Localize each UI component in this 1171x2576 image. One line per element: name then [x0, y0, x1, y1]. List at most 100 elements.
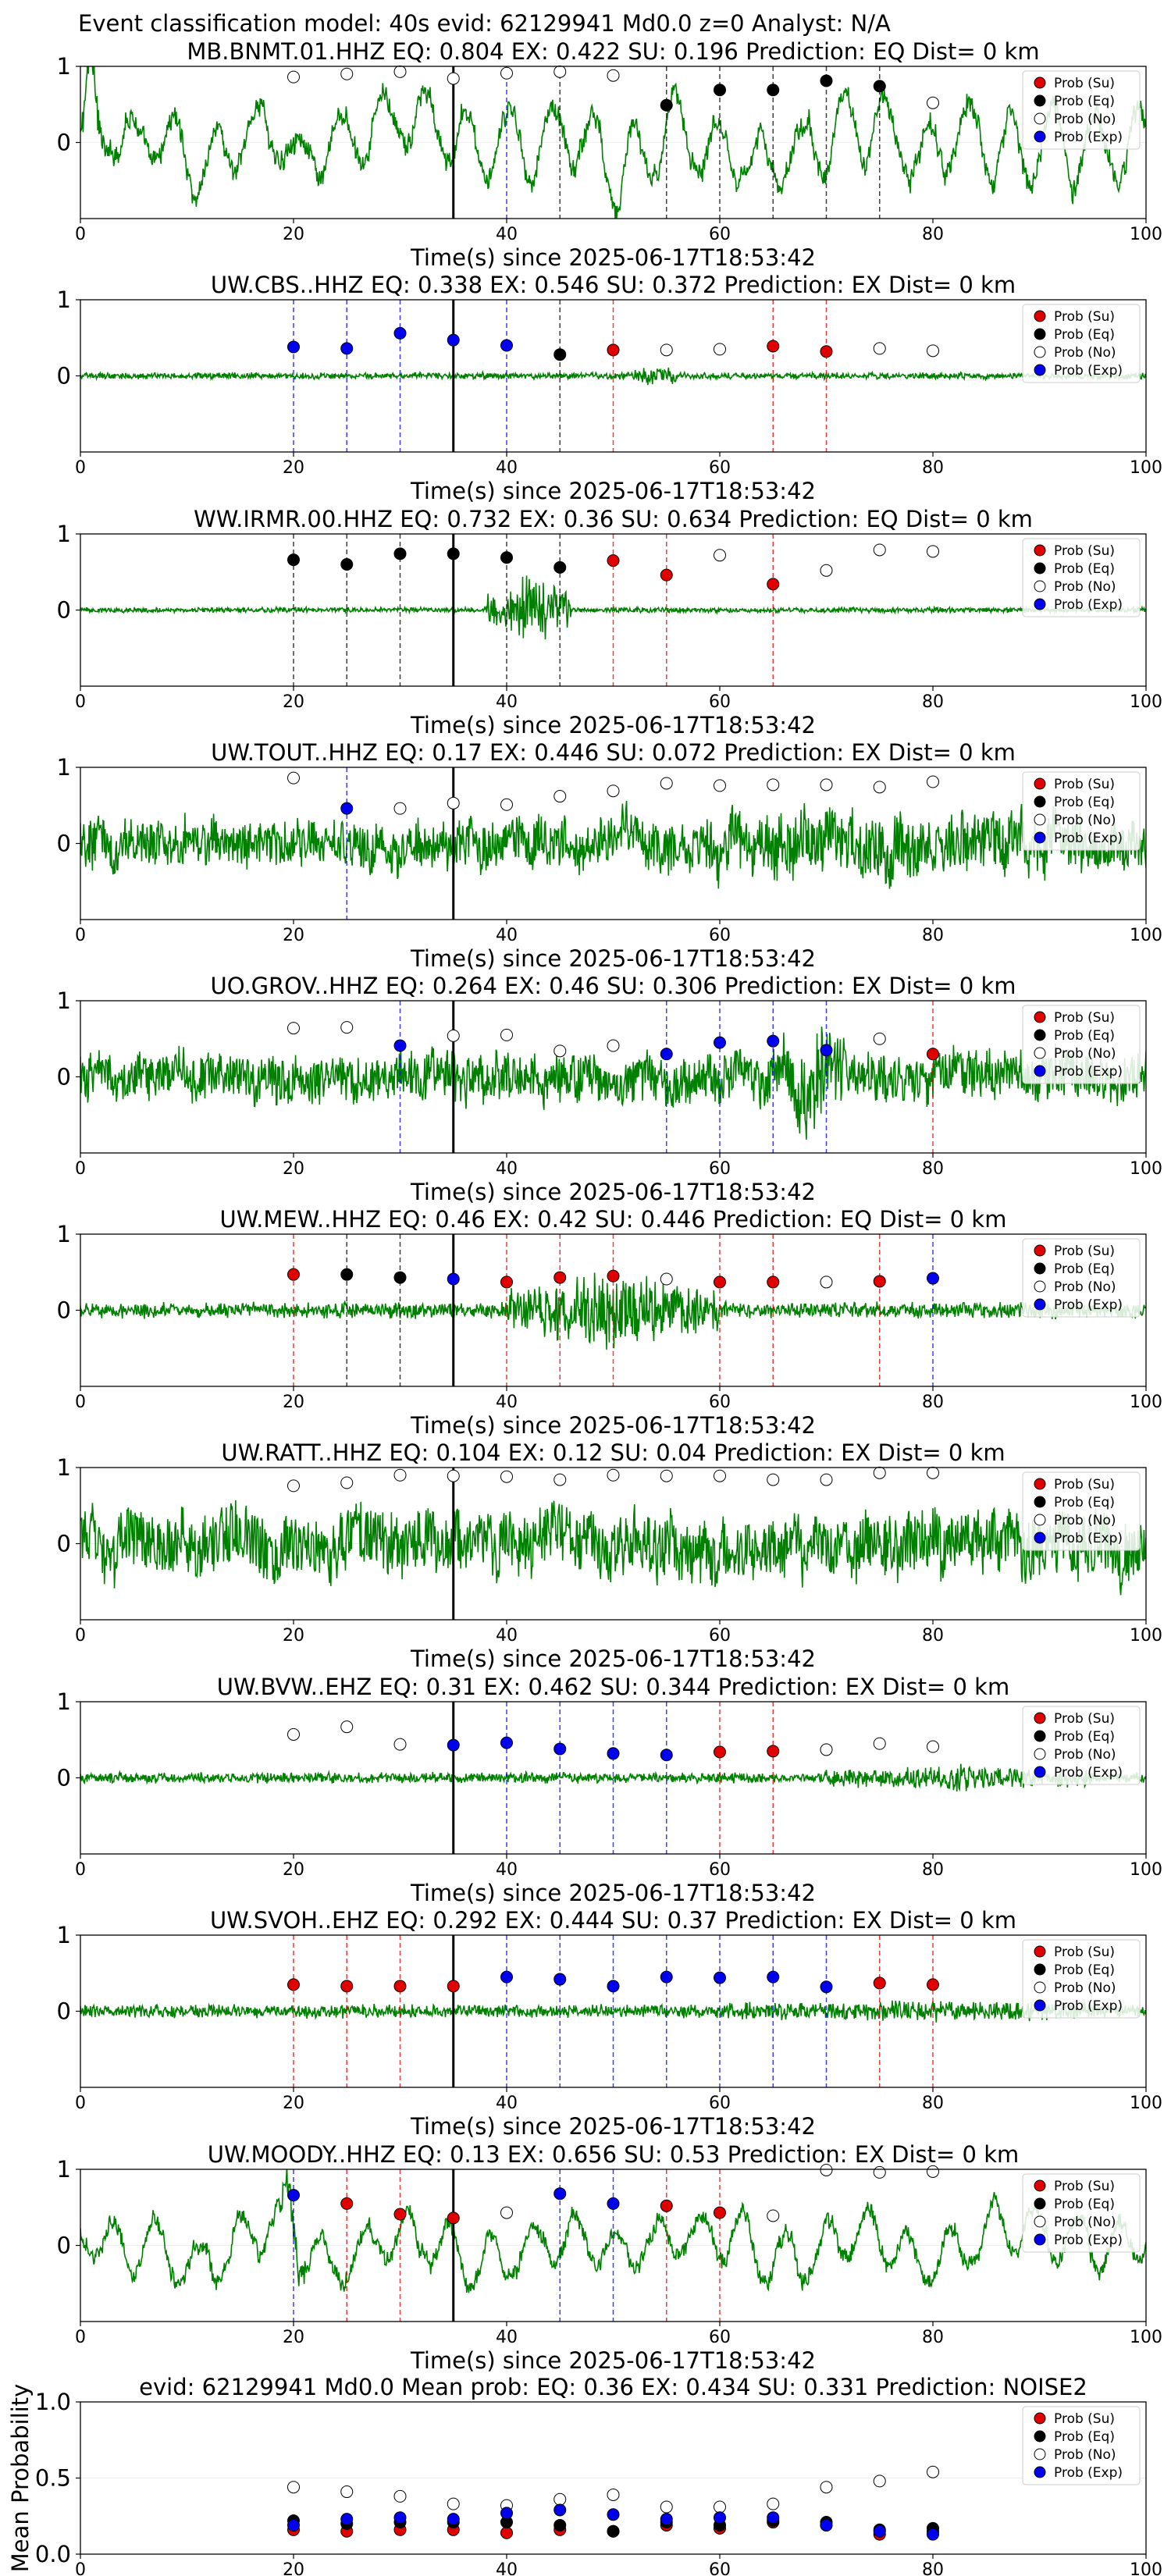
prob-point-no — [607, 1039, 620, 1052]
legend-label: Prob (No) — [1054, 1046, 1116, 1062]
x-tick-label: 40 — [496, 1393, 518, 1412]
legend-marker-eq — [1034, 1496, 1046, 1508]
x-tick-label: 100 — [1130, 1159, 1162, 1179]
legend-label: Prob (Su) — [1054, 309, 1115, 325]
prob-point-no — [553, 1044, 567, 1058]
prob-point-no — [447, 1469, 460, 1482]
x-tick-label: 20 — [283, 1626, 304, 1646]
panel-2: UW.CBS..HHZ EQ: 0.338 EX: 0.546 SU: 0.37… — [57, 272, 1162, 504]
x-tick-label: 80 — [922, 1393, 944, 1412]
x-tick-label: 100 — [1130, 2328, 1162, 2347]
prob-point-no — [553, 790, 567, 803]
x-tick-label: 40 — [496, 2560, 518, 2576]
legend-label: Prob (No) — [1054, 2215, 1116, 2230]
panel-title: UO.GROV..HHZ EQ: 0.264 EX: 0.46 SU: 0.30… — [210, 973, 1016, 999]
legend-label: Prob (Exp) — [1054, 831, 1123, 846]
legend-marker-eq — [1034, 328, 1046, 340]
prob-point-no — [393, 802, 407, 815]
x-tick-label: 0 — [75, 2328, 86, 2347]
legend-label: Prob (Su) — [1054, 543, 1115, 559]
prob-point-eq — [340, 558, 354, 571]
panel-title: UW.MOODY..HHZ EQ: 0.13 EX: 0.656 SU: 0.5… — [208, 2141, 1020, 2168]
mean-point-no — [927, 2465, 939, 2478]
x-axis-label: Time(s) since 2025-06-17T18:53:42 — [410, 2113, 816, 2140]
x-tick-label: 80 — [922, 1159, 944, 1179]
panel-8: UW.BVW..EHZ EQ: 0.31 EX: 0.462 SU: 0.344… — [57, 1674, 1162, 1906]
legend-marker-su — [1034, 1011, 1046, 1023]
prob-point-no — [820, 1276, 833, 1289]
prob-point-eq — [714, 84, 726, 97]
legend-marker-eq — [1034, 1029, 1046, 1041]
mean-point-no — [820, 2481, 833, 2494]
legend-label: Prob (Su) — [1054, 1711, 1115, 1727]
x-tick-label: 20 — [283, 1860, 304, 1880]
legend-marker-no — [1034, 1981, 1046, 1994]
prob-point-no — [873, 781, 886, 794]
x-tick-label: 80 — [922, 926, 944, 945]
legend-label: Prob (Exp) — [1054, 1998, 1123, 2014]
prob-point-no — [500, 66, 513, 80]
prob-point-no — [820, 778, 833, 792]
x-axis-label: Time(s) since 2025-06-17T18:53:42 — [410, 478, 816, 504]
waveform-trace — [80, 1763, 1146, 1792]
x-tick-label: 80 — [922, 458, 944, 478]
legend-marker-exp — [1034, 2466, 1046, 2478]
x-tick-label: 0 — [75, 225, 86, 244]
legend-marker-su — [1034, 1244, 1046, 1257]
panel-title: UW.BVW..EHZ EQ: 0.31 EX: 0.462 SU: 0.344… — [217, 1674, 1009, 1700]
mean-point-no — [340, 2485, 354, 2499]
legend-marker-exp — [1034, 831, 1046, 844]
prob-point-no — [287, 1479, 300, 1493]
prob-point-exp — [660, 1048, 673, 1061]
prob-point-no — [820, 564, 833, 577]
prob-point-no — [820, 1473, 833, 1486]
prob-point-no — [607, 1468, 620, 1482]
legend-marker-exp — [1034, 130, 1046, 143]
x-axis-label: Time(s) since 2025-06-17T18:53:42 — [410, 945, 816, 972]
prob-point-exp — [287, 2189, 300, 2202]
prob-point-no — [927, 1466, 939, 1479]
mean-point-eq — [553, 2518, 567, 2532]
x-tick-label: 40 — [496, 1860, 518, 1880]
legend-label: Prob (Eq) — [1054, 1028, 1115, 1044]
x-tick-label: 60 — [709, 1159, 731, 1179]
prob-point-no — [873, 342, 886, 355]
prob-point-eq — [393, 547, 407, 560]
legend-box — [1022, 2406, 1141, 2485]
panel-title: UW.CBS..HHZ EQ: 0.338 EX: 0.546 SU: 0.37… — [211, 272, 1016, 298]
y-axis-label: Mean Probability — [7, 2384, 34, 2573]
prob-point-no — [393, 1738, 407, 1751]
x-tick-label: 60 — [709, 1860, 731, 1880]
legend-label: Prob (No) — [1054, 1747, 1116, 1763]
prob-point-su — [447, 1980, 460, 1993]
prob-point-su — [873, 1275, 886, 1288]
x-tick-label: 100 — [1130, 1860, 1162, 1880]
prob-point-su — [340, 2197, 354, 2210]
legend-label: Prob (No) — [1054, 1513, 1116, 1528]
waveform-trace — [80, 1026, 1146, 1140]
legend-label: Prob (No) — [1054, 813, 1116, 828]
prob-point-exp — [607, 1980, 620, 1993]
prob-point-no — [447, 72, 460, 85]
prob-point-no — [393, 65, 407, 78]
panel-title: UW.RATT..HHZ EQ: 0.104 EX: 0.12 SU: 0.04… — [221, 1439, 1005, 1466]
x-tick-label: 40 — [496, 225, 518, 244]
prob-point-no — [340, 67, 354, 80]
legend-label: Prob (Eq) — [1054, 1962, 1115, 1978]
panel-title: UW.MEW..HHZ EQ: 0.46 EX: 0.42 SU: 0.446 … — [220, 1206, 1007, 1233]
x-tick-label: 80 — [922, 1626, 944, 1646]
panel-title: WW.IRMR.00.HHZ EQ: 0.732 EX: 0.36 SU: 0.… — [194, 506, 1033, 532]
legend-marker-exp — [1034, 1065, 1046, 1077]
waveform-trace — [80, 575, 1146, 640]
prob-point-no — [927, 344, 939, 358]
y-tick-label: 1 — [57, 1922, 71, 1948]
mean-point-no — [767, 2497, 780, 2510]
panel-title: evid: 62129941 Md0.0 Mean prob: EQ: 0.36… — [139, 2374, 1087, 2400]
prob-point-no — [767, 778, 780, 792]
panel-3: WW.IRMR.00.HHZ EQ: 0.732 EX: 0.36 SU: 0.… — [57, 506, 1162, 738]
legend-box — [1022, 1471, 1141, 1551]
prob-point-no — [660, 343, 673, 357]
x-tick-label: 60 — [709, 225, 731, 244]
legend-label: Prob (Exp) — [1054, 130, 1123, 145]
